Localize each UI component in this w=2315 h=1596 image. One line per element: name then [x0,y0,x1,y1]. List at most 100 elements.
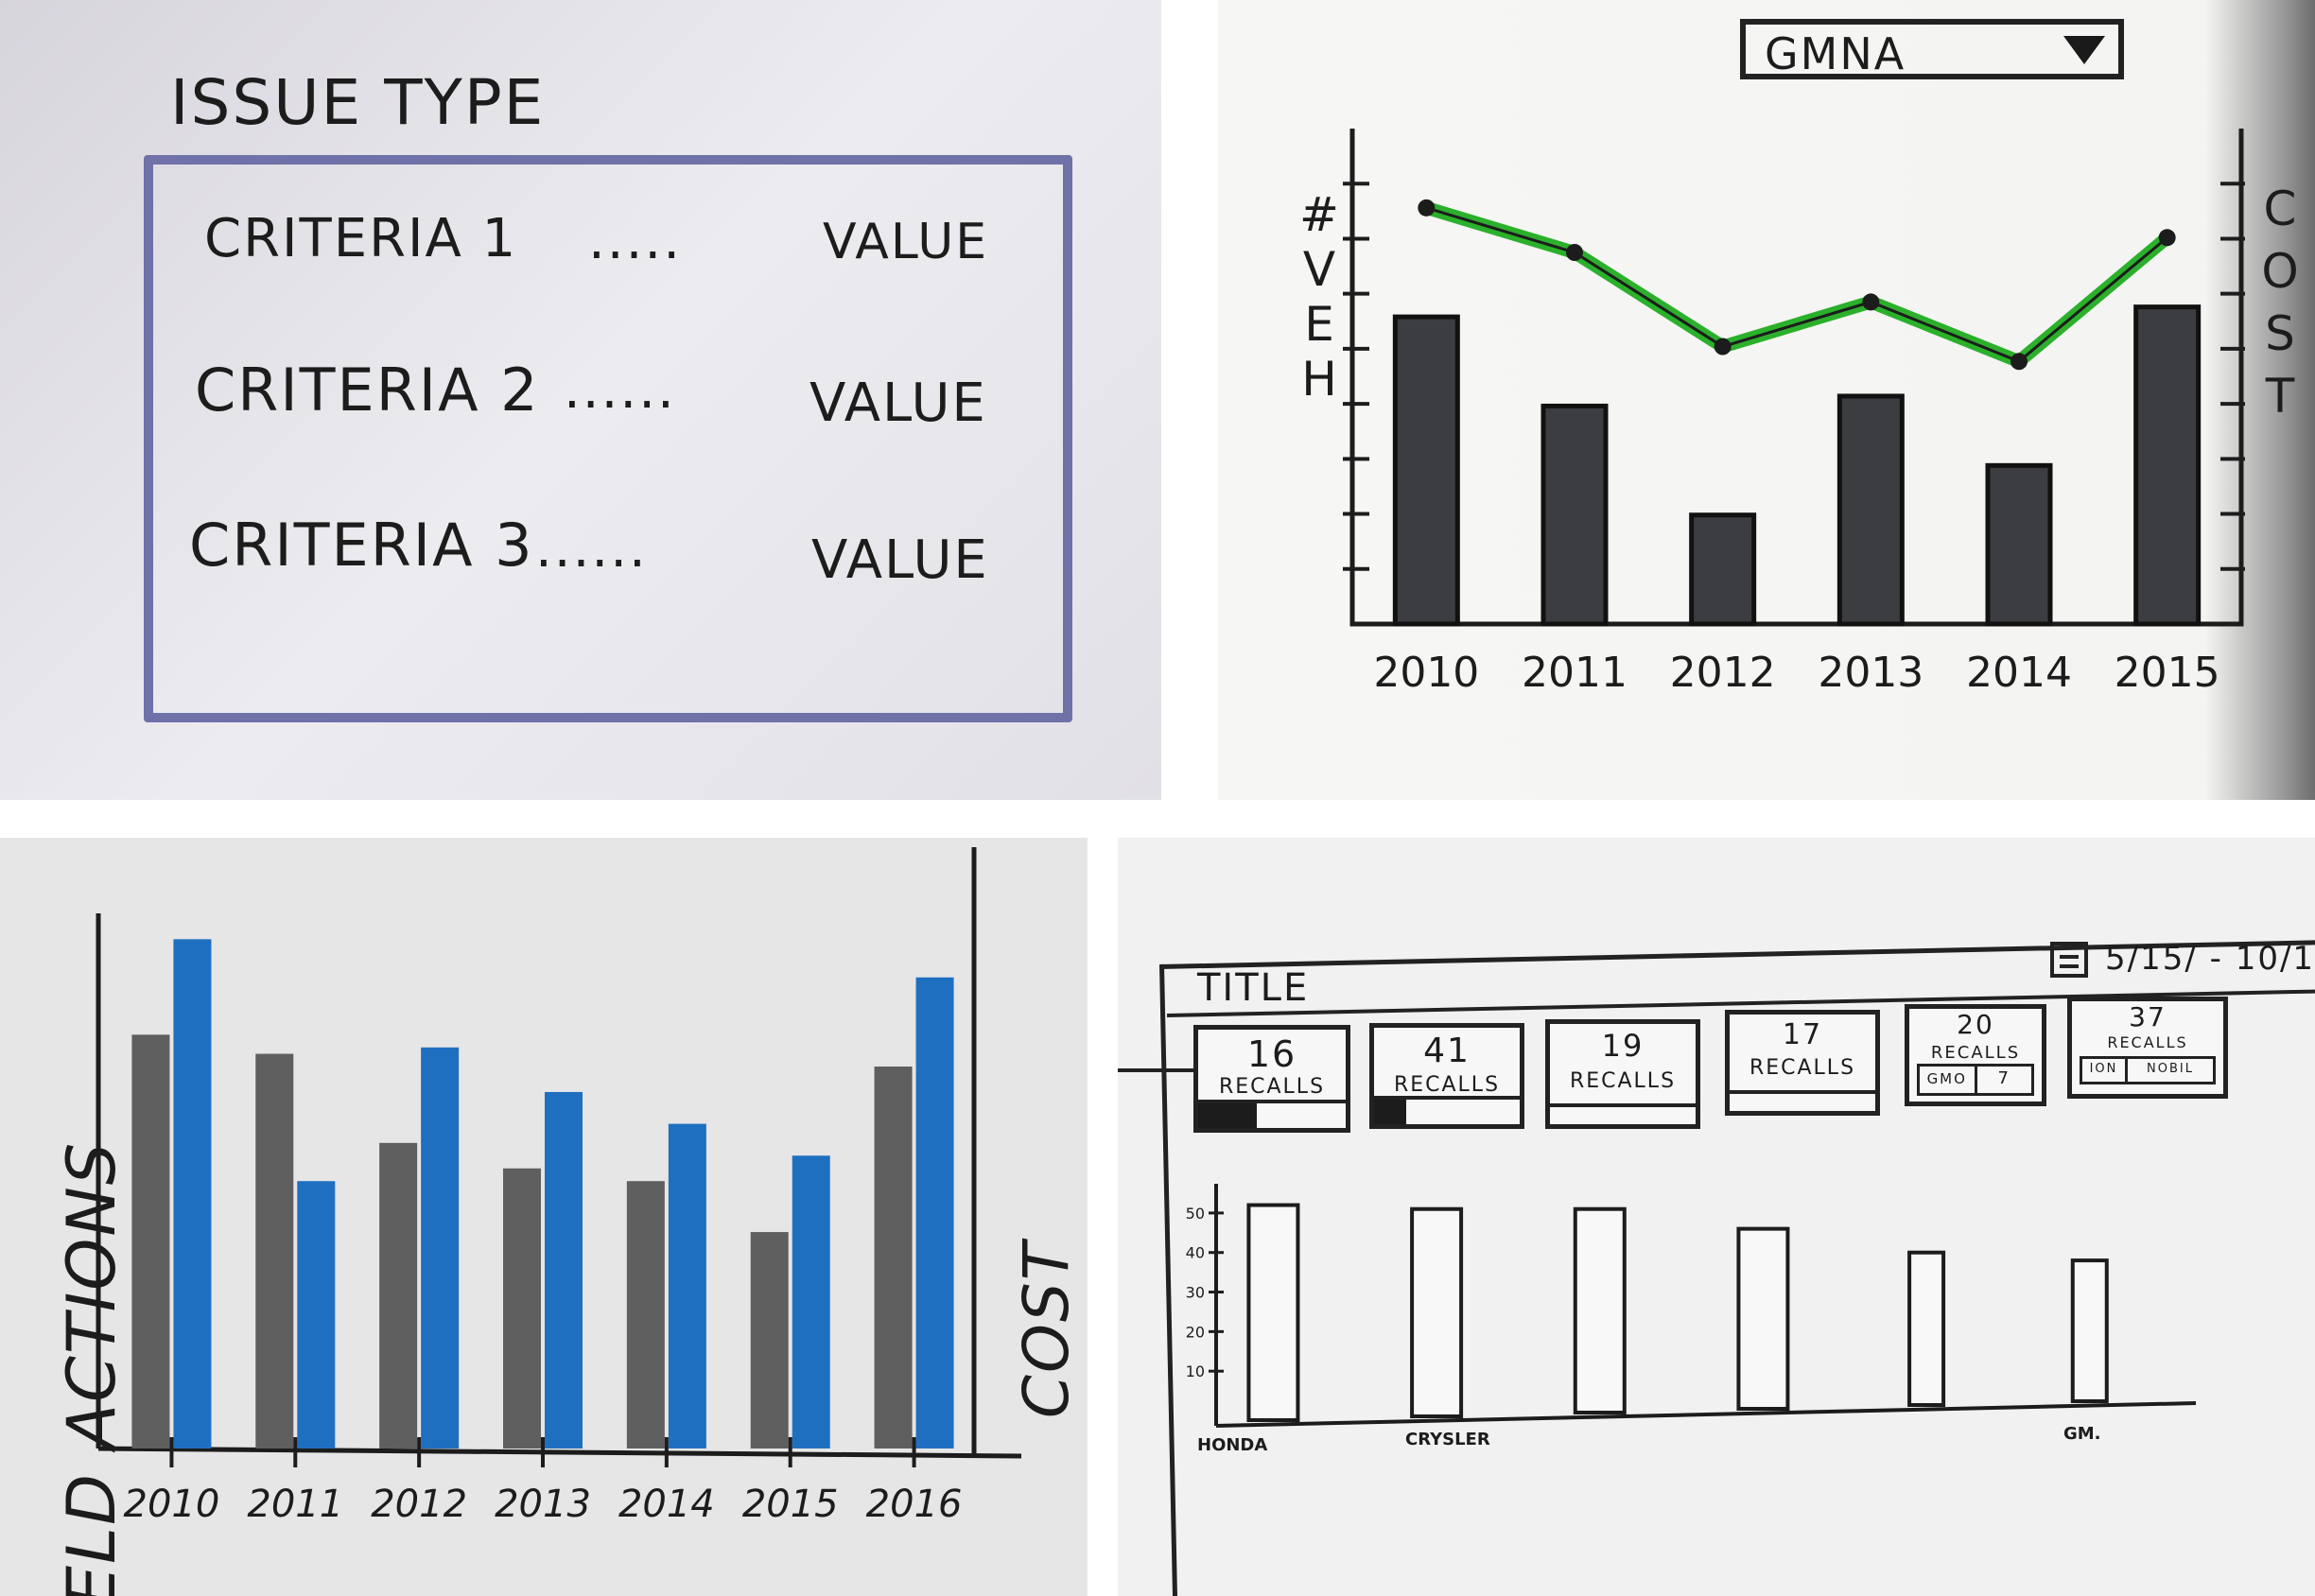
gray-bar [255,1053,294,1449]
progress-bar [1374,1096,1520,1124]
card-sub-row: ION NOBIL [2080,1056,2216,1084]
line-point [1566,244,1583,261]
x-category-label: HONDA [1197,1435,1267,1455]
region-dropdown[interactable]: GMNA [1740,19,2124,79]
right-axis-letter: C [2263,182,2299,236]
recall-card[interactable]: 16 RECALLS [1193,1025,1350,1133]
dashboard-bar-chart: 50 40 30 20 10 HONDA CRYSLER GM. [1186,1184,2197,1455]
calendar-icon[interactable] [2050,942,2088,978]
criteria-2-label: CRITERIA 2 [195,356,540,425]
gray-bar [626,1181,665,1449]
issue-type-panel: ISSUE TYPE CRITERIA 1 ..... VALUE CRITER… [0,0,1161,800]
recall-label: RECALLS [1569,1069,1677,1093]
issue-type-box [144,155,1072,722]
recall-count: 16 [1246,1033,1297,1075]
dashboard-sketch-panel: TITLE 5/15/ - 10/15 16 RECALLS 41 RECALL… [1118,838,2315,1596]
recall-count: 20 [1957,1009,1994,1040]
x-tick-label: 2015 [2115,649,2220,697]
blue-bar [668,1123,706,1449]
criteria-3-dots: ...... [535,518,648,580]
blue-bar [545,1091,583,1449]
blue-bar [792,1155,830,1449]
criteria-1-label: CRITERIA 1 [204,208,518,269]
criteria-1-dots: ..... [588,210,683,271]
x-tick-label: 2016 [866,1483,963,1526]
y-tick-label: 30 [1186,1284,1205,1302]
chevron-down-icon[interactable] [2063,36,2105,64]
criteria-3-label: CRITERIA 3 [189,511,534,580]
x-category-label: GM. [2063,1424,2101,1444]
recall-label: RECALLS [1393,1073,1501,1097]
left-axis-label: # V E H [1292,187,1349,407]
bar [1985,462,2053,627]
bar [1392,314,1460,627]
x-tick-label: 2015 [742,1483,839,1526]
recall-card[interactable]: 20 RECALLS GMO 7 [1905,1004,2046,1106]
criteria-2-value: VALUE [809,373,987,434]
issue-type-heading: ISSUE TYPE [170,66,546,139]
recall-label: RECALLS [1218,1075,1326,1099]
recall-label: RECALLS [2107,1033,2188,1051]
x-axis [97,1446,1022,1459]
line-point [1418,199,1436,217]
x-tick-label: 2013 [495,1483,591,1526]
blue-bar [421,1047,460,1449]
left-axis-letter: V [1302,242,1338,297]
progress-fill [1198,1103,1258,1128]
recall-count: 41 [1423,1032,1471,1070]
bar [1836,393,1905,627]
criteria-1-value: VALUE [823,214,989,270]
gray-bar [379,1142,418,1449]
date-range: 5/15/ - 10/15 [2105,940,2315,978]
x-tick-label: 2013 [1818,649,1923,697]
trend-chart: 2010 2011 2012 2013 2014 2015 [1343,129,2245,697]
gray-bar [503,1168,541,1449]
y-tick-label: 40 [1186,1244,1205,1262]
blue-bar [915,977,954,1449]
card-sub-cell: ION [2082,1059,2128,1082]
progress-bar [1198,1100,1346,1128]
recall-label: RECALLS [1930,1043,2021,1063]
blue-bar [173,939,212,1449]
card-sub-cell: NOBIL [2147,1062,2194,1076]
line-point [1714,338,1732,356]
x-axis [1215,1401,2197,1428]
right-axis-letter: T [2265,369,2297,424]
cost-line-highlight [1424,201,2172,369]
recall-card[interactable]: 17 RECALLS [1725,1010,1880,1116]
y-tick-label: 20 [1186,1323,1205,1341]
line-point [1862,293,1880,311]
card-divider [1550,1103,1696,1107]
field-actions-axis-label: FIELD ACTIONS [53,1140,131,1596]
x-tick-label: 2010 [1373,649,1479,697]
right-axis-letter: O [2261,244,2301,299]
recall-count: 37 [2129,1001,2167,1032]
recall-card[interactable]: 19 RECALLS [1545,1019,1700,1129]
gray-bar [874,1067,913,1449]
x-tick-label: 2014 [1966,649,2072,697]
card-divider [1730,1090,1875,1094]
recall-card[interactable]: 41 RECALLS [1369,1023,1524,1129]
recall-count: 19 [1601,1028,1645,1064]
bar [1410,1206,1464,1418]
card-connector-line [1118,1068,1193,1072]
bar [2070,1258,2109,1403]
bar [2133,304,2202,627]
y-tick-label: 50 [1186,1205,1205,1223]
card-sub-cell: 7 [1997,1068,2010,1088]
recall-count: 17 [1782,1018,1823,1051]
x-tick-label: 2012 [371,1483,467,1526]
gray-bar [131,1034,170,1449]
x-category-label: CRYSLER [1405,1430,1490,1449]
cost-line [1425,206,2168,364]
x-tick-label: 2011 [247,1483,343,1526]
criteria-2-dots: ...... [564,359,676,421]
y-tick-label: 10 [1186,1362,1205,1380]
date-picker[interactable]: 5/15/ - 10/15 [2045,936,2315,989]
dashboard-title: TITLE [1197,966,1310,1010]
recall-card[interactable]: 37 RECALLS ION NOBIL [2067,997,2228,1099]
bar [1540,403,1609,627]
field-actions-chart: 2010 2011 2012 2013 2014 2015 2016 [96,847,1022,1526]
right-axis-letter: S [2265,306,2297,361]
left-axis-letter: # [1299,187,1341,242]
